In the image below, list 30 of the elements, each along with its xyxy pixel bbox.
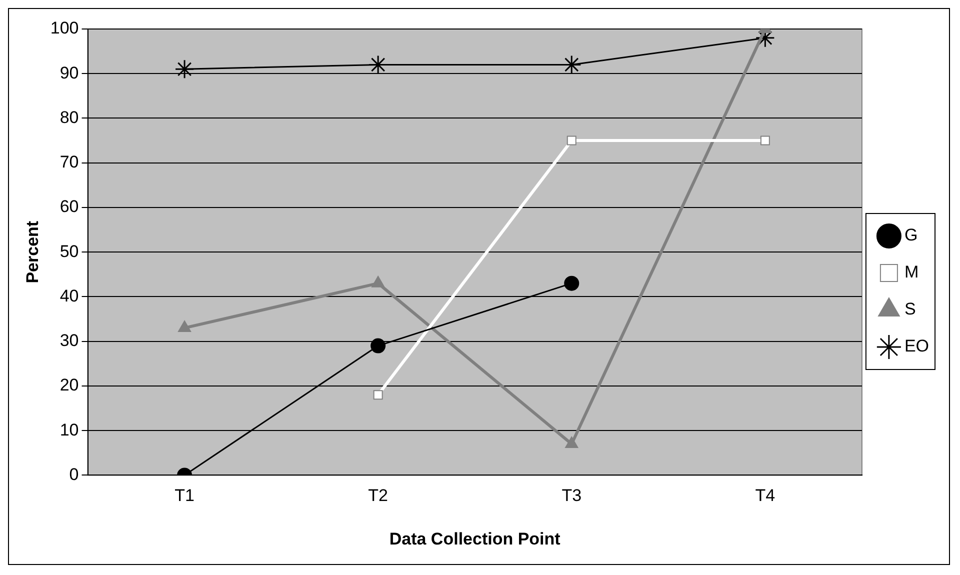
x-tick-label: T4: [755, 486, 776, 506]
y-axis-title: Percent: [22, 220, 42, 284]
y-tick-label: 0: [69, 464, 79, 484]
point: [566, 136, 576, 146]
x-tick-label: T1: [174, 486, 194, 506]
point: [174, 59, 194, 79]
y-tick-label: 50: [60, 242, 79, 261]
point: [564, 276, 580, 291]
x-tick-label: T3: [562, 486, 582, 506]
x-tick-label: T2: [368, 486, 388, 506]
y-tick-label: 30: [60, 331, 79, 350]
x-axis-title: Data Collection Point: [389, 529, 561, 548]
legend-label: G: [904, 226, 918, 245]
legend-label: EO: [904, 336, 929, 356]
legend-label: S: [904, 300, 916, 319]
y-tick-label: 60: [60, 197, 79, 216]
point: [370, 338, 386, 354]
point: [372, 276, 385, 288]
point: [565, 436, 578, 448]
y-tick-label: 10: [60, 420, 79, 440]
y-tick-label: 70: [60, 152, 79, 172]
y-tick-label: 100: [50, 18, 79, 38]
point: [178, 320, 192, 332]
y-tick-label: 20: [60, 376, 79, 395]
y-tick-label: 40: [60, 286, 79, 306]
y-tick-label: 90: [60, 63, 79, 82]
point: [760, 136, 770, 146]
y-tick-label: 80: [60, 108, 79, 127]
point: [755, 29, 775, 48]
legend-label: M: [904, 262, 919, 282]
